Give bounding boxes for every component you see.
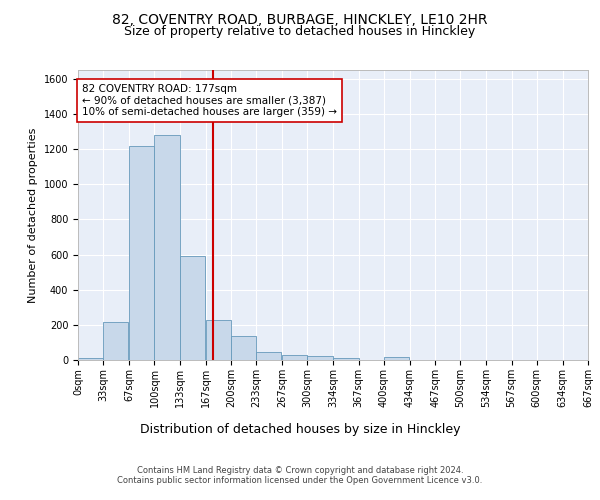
Bar (282, 355, 307, 360)
Y-axis label: Number of detached properties: Number of detached properties (28, 128, 38, 302)
Text: 82, COVENTRY ROAD, BURBAGE, HINCKLEY, LE10 2HR: 82, COVENTRY ROAD, BURBAGE, HINCKLEY, LE… (112, 12, 488, 26)
Bar (231, 336, 256, 360)
Bar (129, 146, 154, 360)
Bar (206, 320, 231, 360)
Text: 82 COVENTRY ROAD: 177sqm
← 90% of detached houses are smaller (3,387)
10% of sem: 82 COVENTRY ROAD: 177sqm ← 90% of detach… (82, 84, 337, 117)
Bar (78, 358, 103, 360)
Bar (334, 358, 359, 360)
Bar (384, 358, 409, 360)
Bar (307, 356, 332, 360)
Bar (103, 322, 128, 360)
Text: Contains public sector information licensed under the Open Government Licence v3: Contains public sector information licen… (118, 476, 482, 485)
Text: Size of property relative to detached houses in Hinckley: Size of property relative to detached ho… (124, 25, 476, 38)
Bar (179, 256, 205, 360)
Bar (256, 352, 281, 360)
Text: Distribution of detached houses by size in Hinckley: Distribution of detached houses by size … (140, 422, 460, 436)
Text: Contains HM Land Registry data © Crown copyright and database right 2024.: Contains HM Land Registry data © Crown c… (137, 466, 463, 475)
Bar (154, 135, 179, 360)
